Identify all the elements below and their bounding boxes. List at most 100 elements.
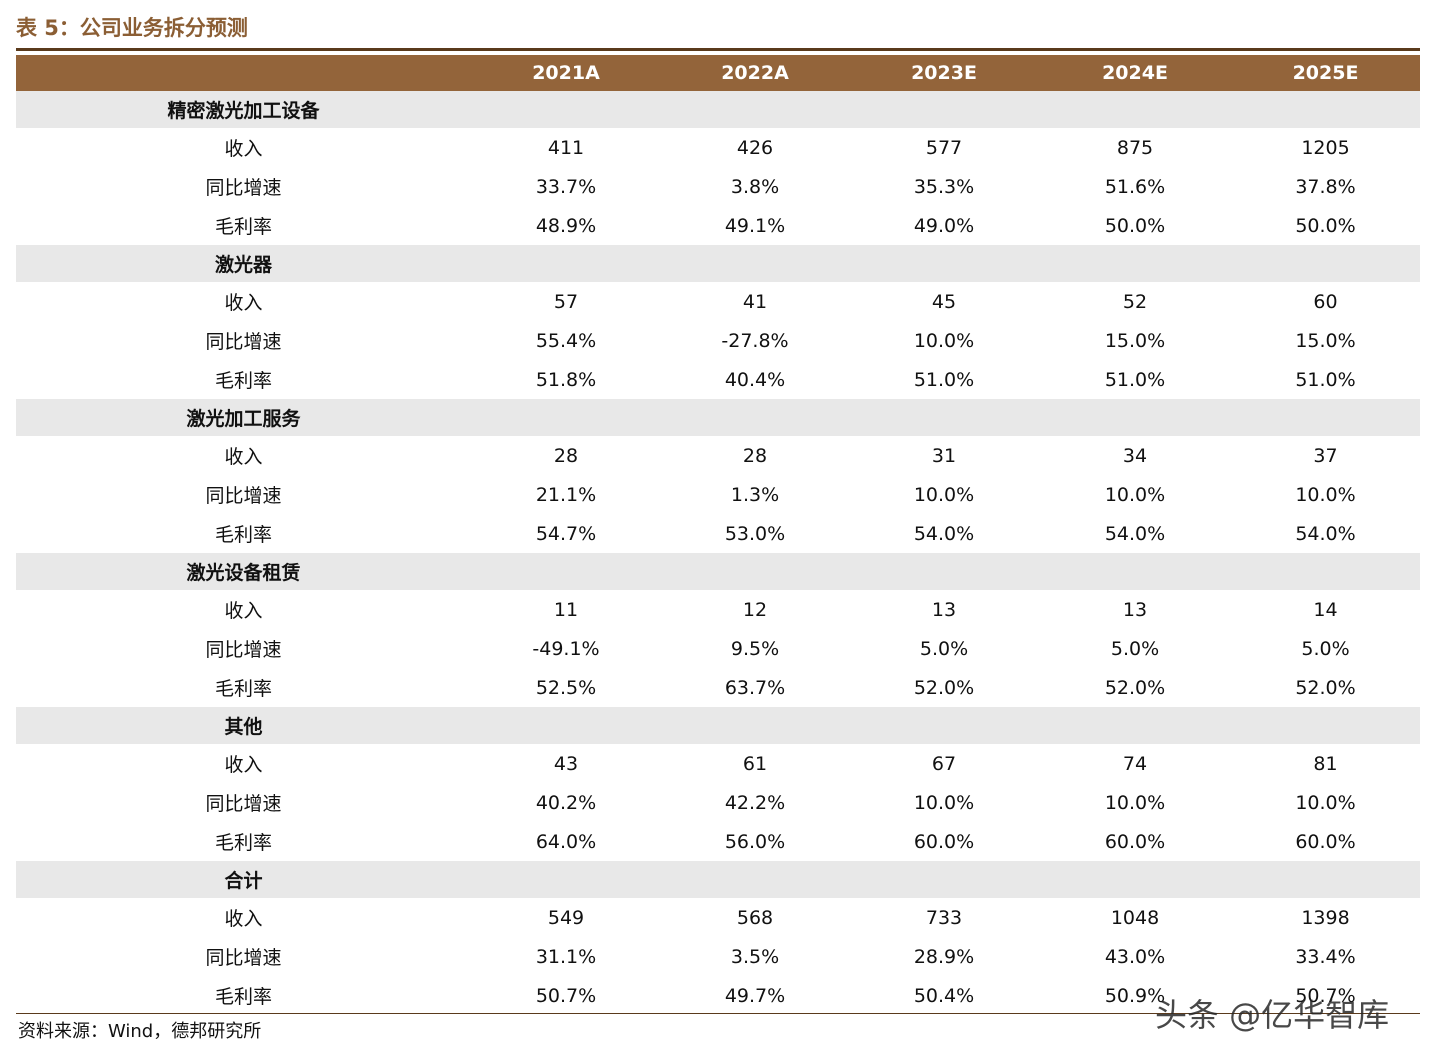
data-cell: 50.0% (1104, 214, 1166, 237)
data-cell: 74 (1122, 752, 1148, 775)
section-cell (661, 861, 849, 898)
data-cell: 549 (547, 906, 585, 929)
data-cell: 10.0% (1104, 791, 1166, 814)
section-cell (849, 861, 1039, 898)
section-name: 其他 (16, 707, 471, 744)
data-cell: -27.8% (721, 329, 789, 352)
data-row: 毛利率 52.5% 63.7% 52.0% 52.0% 52.0% (16, 668, 1420, 707)
data-cell: 54.0% (913, 522, 975, 545)
data-cell: 51.0% (913, 368, 975, 391)
data-cell: 54.0% (1295, 522, 1356, 545)
row-label: 同比增速 (205, 793, 282, 815)
data-cell: 34 (1122, 444, 1148, 467)
data-cell: 10.0% (913, 483, 975, 506)
section-name: 精密激光加工设备 (16, 91, 471, 128)
header-cell: 2024E (1039, 55, 1231, 91)
data-cell: 50.9% (1104, 984, 1166, 1007)
data-row: 收入 411 426 577 875 1205 (16, 128, 1420, 167)
data-cell: 5.0% (1110, 637, 1160, 660)
data-cell: 57 (553, 290, 579, 313)
data-cell: 41 (742, 290, 768, 313)
data-cell: 43.0% (1104, 945, 1166, 968)
row-label: 毛利率 (214, 370, 272, 392)
data-cell: 54.0% (1104, 522, 1166, 545)
data-cell: 52.0% (1104, 676, 1166, 699)
data-cell: 875 (1116, 136, 1154, 159)
data-cell: 52.5% (535, 676, 597, 699)
data-row: 收入 28 28 31 34 37 (16, 436, 1420, 475)
data-cell: 55.4% (535, 329, 597, 352)
data-cell: 51.0% (1104, 368, 1166, 391)
section-cell (849, 399, 1039, 436)
section-cell (849, 553, 1039, 590)
data-cell: 60.0% (1104, 830, 1166, 853)
section-cell (849, 245, 1039, 282)
data-row: 收入 549 568 733 1048 1398 (16, 898, 1420, 937)
header-row: 2021A 2022A 2023E 2024E 2025E (16, 55, 1420, 91)
section-row: 其他 (16, 707, 1420, 744)
data-cell: 35.3% (913, 175, 975, 198)
data-cell: 577 (925, 136, 963, 159)
data-cell: 28 (553, 444, 579, 467)
row-label: 毛利率 (214, 986, 272, 1008)
row-label: 收入 (224, 138, 263, 160)
row-label: 收入 (224, 600, 263, 622)
section-cell (849, 707, 1039, 744)
data-cell: 3.5% (730, 945, 780, 968)
section-cell (1231, 245, 1420, 282)
data-cell: 28 (742, 444, 768, 467)
data-cell: 10.0% (1295, 483, 1356, 506)
data-cell: 31 (931, 444, 957, 467)
section-cell (1039, 707, 1231, 744)
data-cell: 411 (547, 136, 585, 159)
section-row: 精密激光加工设备 (16, 91, 1420, 128)
row-label: 毛利率 (214, 216, 272, 238)
data-row: 同比增速 40.2% 42.2% 10.0% 10.0% 10.0% (16, 783, 1420, 822)
data-cell: 49.0% (913, 214, 975, 237)
data-cell: 15.0% (1295, 329, 1356, 352)
section-cell (1039, 245, 1231, 282)
bottom-rule (16, 1013, 1420, 1014)
data-cell: 9.5% (730, 637, 780, 660)
section-cell (661, 91, 849, 128)
data-cell: 50.7% (1295, 984, 1356, 1007)
watermark: 头条 @亿华智库 (1155, 996, 1390, 1034)
header-cell: 2025E (1231, 55, 1420, 91)
row-label: 毛利率 (214, 832, 272, 854)
data-cell: 63.7% (724, 676, 786, 699)
data-cell: 67 (931, 752, 957, 775)
data-cell: 64.0% (535, 830, 597, 853)
data-cell: 14 (1313, 598, 1338, 621)
section-cell (661, 553, 849, 590)
forecast-table: 2021A 2022A 2023E 2024E 2025E 精密激光加工设备 收入 411 42… (16, 55, 1420, 1015)
data-cell: 37 (1313, 444, 1338, 467)
row-label: 毛利率 (214, 678, 272, 700)
data-cell: 13 (931, 598, 957, 621)
header-cell: 2023E (849, 55, 1039, 91)
section-name: 激光加工服务 (16, 399, 471, 436)
data-cell: 1048 (1110, 906, 1160, 929)
data-cell: 45 (931, 290, 957, 313)
data-row: 同比增速 33.7% 3.8% 35.3% 51.6% 37.8% (16, 167, 1420, 206)
data-cell: 49.7% (724, 984, 786, 1007)
data-cell: 43 (553, 752, 579, 775)
data-cell: 52.0% (913, 676, 975, 699)
data-cell: 37.8% (1295, 175, 1356, 198)
section-cell (1039, 861, 1231, 898)
data-cell: 568 (736, 906, 774, 929)
section-cell (849, 91, 1039, 128)
header-cell: 2021A (471, 55, 661, 91)
data-cell: 51.8% (535, 368, 597, 391)
data-row: 收入 11 12 13 13 14 (16, 590, 1420, 629)
data-cell: 40.4% (724, 368, 786, 391)
data-row: 收入 57 41 45 52 60 (16, 282, 1420, 321)
data-cell: 33.4% (1295, 945, 1356, 968)
section-cell (471, 553, 661, 590)
data-cell: 60.0% (913, 830, 975, 853)
data-cell: 53.0% (724, 522, 786, 545)
data-cell: 60.0% (1295, 830, 1356, 853)
source-note: 资料来源：Wind，德邦研究所 (18, 1021, 262, 1042)
row-label: 同比增速 (205, 485, 282, 507)
header-cell: 2022A (661, 55, 849, 91)
